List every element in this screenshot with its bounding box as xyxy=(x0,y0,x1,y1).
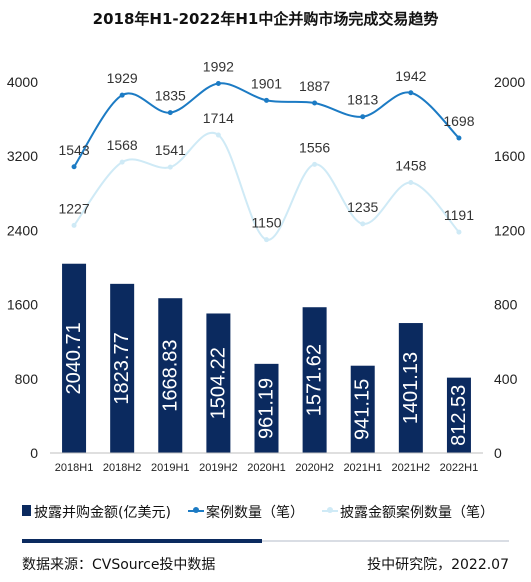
bar-2021H1 xyxy=(350,365,375,453)
point-label-cases-2021H1: 1813 xyxy=(347,92,378,108)
point-label-cases-2018H1: 1543 xyxy=(58,142,89,158)
point-disclosed-cases-2021H1 xyxy=(360,221,366,227)
footer-divider xyxy=(22,540,509,542)
legend-marker-cases xyxy=(193,507,199,513)
chart-title: 2018年H1-2022年H1中企并购市场完成交易趋势 xyxy=(92,10,439,28)
right-axis-tick-0: 0 xyxy=(494,445,502,461)
bar-value-label-2018H2: 1823.77 xyxy=(111,332,133,404)
publisher-credit: 投中研究院，2022.07 xyxy=(367,557,509,573)
point-cases-2020H2 xyxy=(312,100,318,106)
bar-2021H2 xyxy=(398,323,423,453)
x-axis-tick-2018H1: 2018H1 xyxy=(55,462,94,474)
right-axis-tick-800: 800 xyxy=(494,297,518,313)
point-cases-2018H2 xyxy=(119,92,125,98)
bar-value-label-2019H2: 1504.22 xyxy=(207,347,229,419)
bar-value-label-2021H2: 1401.13 xyxy=(400,352,422,424)
point-label-cases-2020H2: 1887 xyxy=(299,78,330,94)
left-axis-tick-800: 800 xyxy=(15,371,39,387)
point-label-disclosed-cases-2021H1: 1235 xyxy=(347,199,378,215)
bar-value-label-2020H1: 961.19 xyxy=(256,378,278,439)
point-label-cases-2018H2: 1929 xyxy=(107,70,138,86)
bar-value-label-2018H1: 2040.71 xyxy=(63,322,85,394)
point-disclosed-cases-2018H2 xyxy=(119,159,125,165)
legend-marker-disclosed-cases xyxy=(327,507,333,513)
point-cases-2019H1 xyxy=(167,110,173,116)
point-disclosed-cases-2021H2 xyxy=(408,180,414,186)
point-cases-2022H1 xyxy=(456,135,462,141)
point-disclosed-cases-2022H1 xyxy=(456,229,462,235)
left-axis-tick-1600: 1600 xyxy=(7,297,38,313)
data-source: 数据来源：CVSource投中数据 xyxy=(22,557,216,573)
point-label-cases-2021H2: 1942 xyxy=(395,68,426,84)
x-axis-tick-2018H2: 2018H2 xyxy=(103,462,142,474)
chart-plot: 2040.71 1823.77 1668.83 1504.22 961.19 1571.6… xyxy=(7,58,526,474)
point-cases-2018H1 xyxy=(71,164,77,170)
bar-2019H2 xyxy=(206,313,231,453)
point-label-disclosed-cases-2020H1: 1150 xyxy=(251,215,281,231)
point-label-disclosed-cases-2018H1: 1227 xyxy=(58,200,89,216)
bar-value-label-2022H1: 812.53 xyxy=(448,385,470,446)
bar-2018H1 xyxy=(62,263,87,453)
legend-label-cases: 案例数量（笔） xyxy=(206,505,304,521)
x-axis-tick-2019H1: 2019H1 xyxy=(151,462,190,474)
point-disclosed-cases-2019H1 xyxy=(167,164,173,170)
right-axis-tick-1200: 1200 xyxy=(494,222,525,238)
x-axis-tick-2020H1: 2020H1 xyxy=(247,462,286,474)
left-axis-tick-3200: 3200 xyxy=(7,148,38,164)
x-axis-tick-2020H2: 2020H2 xyxy=(295,462,334,474)
point-label-cases-2020H1: 1901 xyxy=(251,75,282,91)
bar-2020H2 xyxy=(302,307,327,453)
point-label-disclosed-cases-2022H1: 1191 xyxy=(444,207,474,223)
axes-layer: 0 800 1600 2400 3200 4000 0 400 800 1200 1600 2000 2… xyxy=(7,74,526,474)
point-label-disclosed-cases-2019H2: 1714 xyxy=(203,110,234,126)
bar-2020H1 xyxy=(254,363,279,453)
point-cases-2019H2 xyxy=(215,80,221,86)
point-label-disclosed-cases-2018H2: 1568 xyxy=(107,137,138,153)
legend-swatch-amount xyxy=(22,505,31,516)
point-label-cases-2019H2: 1992 xyxy=(203,58,234,74)
right-axis-tick-2000: 2000 xyxy=(494,74,525,90)
bar-2019H1 xyxy=(158,298,183,453)
point-label-disclosed-cases-2021H2: 1458 xyxy=(395,158,426,174)
point-label-cases-2019H1: 1835 xyxy=(155,88,186,104)
legend-label-amount: 披露并购金额(亿美元) xyxy=(34,505,171,521)
point-disclosed-cases-2019H2 xyxy=(215,132,221,138)
x-axis-tick-2019H2: 2019H2 xyxy=(199,462,238,474)
x-axis-tick-2021H2: 2021H2 xyxy=(392,462,431,474)
point-label-disclosed-cases-2019H1: 1541 xyxy=(155,142,186,158)
point-cases-2021H1 xyxy=(360,114,366,120)
point-disclosed-cases-2018H1 xyxy=(71,222,77,228)
bars-layer: 2040.71 1823.77 1668.83 1504.22 961.19 1571.6… xyxy=(62,263,471,453)
right-axis-tick-1600: 1600 xyxy=(494,148,525,164)
point-disclosed-cases-2020H2 xyxy=(312,161,318,167)
footer-divider-accent xyxy=(22,539,262,543)
point-label-cases-2022H1: 1698 xyxy=(443,113,474,129)
left-axis-tick-0: 0 xyxy=(30,445,38,461)
bar-2022H1 xyxy=(446,377,471,453)
left-axis-tick-4000: 4000 xyxy=(7,74,38,90)
lines-layer: 1227 1568 1541 1714 1150 1556 1235 1458 1191 1543… xyxy=(58,58,475,243)
point-disclosed-cases-2020H1 xyxy=(264,237,269,243)
right-axis-tick-400: 400 xyxy=(494,371,518,387)
line-cases xyxy=(73,82,460,168)
bar-value-label-2021H1: 941.15 xyxy=(352,379,374,440)
point-cases-2021H2 xyxy=(408,90,414,96)
bar-value-label-2019H1: 1668.83 xyxy=(159,339,181,411)
bar-value-label-2020H2: 1571.62 xyxy=(304,344,326,416)
legend-label-disclosed-cases: 披露金额案例数量（笔） xyxy=(340,505,494,521)
left-axis-tick-2400: 2400 xyxy=(7,222,38,238)
bar-2018H2 xyxy=(110,283,135,453)
x-axis-tick-2022H1: 2022H1 xyxy=(440,462,479,474)
point-cases-2020H1 xyxy=(264,97,269,103)
point-label-disclosed-cases-2020H2: 1556 xyxy=(299,139,330,155)
x-axis-tick-2021H1: 2021H1 xyxy=(343,462,382,474)
